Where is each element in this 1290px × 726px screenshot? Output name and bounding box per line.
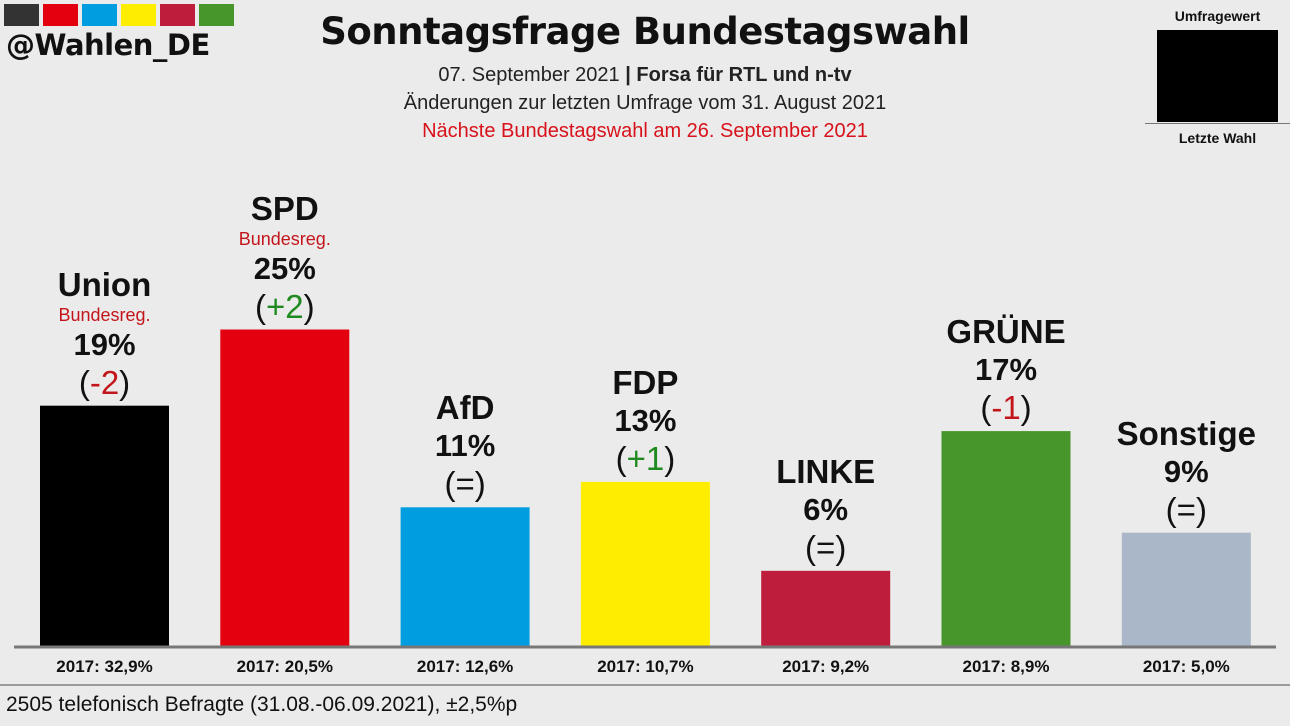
bar-label-group: AfD 11% (=)	[375, 389, 555, 503]
poll-date: 07. September 2021	[438, 64, 620, 86]
color-swatch	[43, 4, 78, 26]
color-swatch	[160, 4, 195, 26]
change-value: =	[816, 528, 836, 566]
party-name: AfD	[435, 389, 495, 427]
value-label: 19%	[73, 326, 136, 362]
change-label: (+1)	[615, 439, 676, 477]
poll-source: Forsa für RTL und n-tv	[636, 64, 852, 86]
bar-grne	[941, 431, 1071, 647]
poll-info-line: 07. September 2021 | Forsa für RTL und n…	[0, 64, 1290, 87]
bar-label-group: Sonstige 9% (=)	[1096, 415, 1276, 529]
previous-result-label: 2017: 10,7%	[597, 657, 694, 676]
change-value: +2	[265, 287, 304, 325]
government-badge: Bundesreg.	[238, 228, 331, 249]
color-swatch	[82, 4, 117, 26]
value-label: 6%	[803, 491, 849, 527]
changes-note: Änderungen zur letzten Umfrage vom 31. A…	[403, 92, 887, 114]
party-name: Sonstige	[1116, 414, 1256, 452]
previous-result-label: 2017: 9,2%	[782, 657, 870, 676]
axis-divider	[0, 684, 1290, 686]
legend-baseline	[1145, 123, 1290, 124]
change-label: (-1)	[980, 389, 1032, 427]
bar-union	[40, 405, 169, 647]
bar-label-group: FDP 13% (+1)	[555, 364, 735, 478]
bar-label-group: SPD Bundesreg. 25% (+2)	[195, 190, 375, 326]
account-handle: @Wahlen_DE	[6, 28, 210, 62]
color-swatch	[199, 4, 234, 26]
party-name: FDP	[612, 363, 679, 401]
change-label: (=)	[1165, 490, 1207, 528]
bar-label-group: GRÜNE 17% (-1)	[916, 313, 1096, 427]
change-value: =	[1176, 490, 1196, 528]
change-value: -1	[991, 389, 1021, 427]
change-value: -2	[89, 363, 120, 401]
bar-fdp	[580, 481, 710, 647]
value-label: 11%	[434, 428, 496, 464]
bar-linke	[761, 570, 891, 647]
change-label: (=)	[444, 465, 486, 503]
previous-result-label: 2017: 8,9%	[962, 657, 1050, 676]
separator: |	[625, 64, 631, 86]
previous-result-label: 2017: 32,9%	[56, 657, 153, 676]
party-name: GRÜNE	[946, 313, 1066, 351]
bar-sonstige	[1121, 532, 1251, 647]
bar-label-group: Union Bundesreg. 19% (-2)	[15, 266, 195, 402]
bar-afd	[400, 507, 530, 647]
color-swatch	[4, 4, 39, 26]
next-election-note: Nächste Bundestagswahl am 26. September …	[422, 120, 868, 142]
color-swatch	[121, 4, 156, 26]
change-value: +1	[626, 439, 665, 477]
legend-poll-label: Umfragewert	[1174, 8, 1261, 24]
value-label: 9%	[1163, 453, 1209, 489]
chart-title: Sonntagsfrage Bundestagswahl	[320, 10, 970, 53]
change-label: (=)	[805, 528, 847, 566]
change-label: (+2)	[254, 287, 315, 325]
previous-result-label: 2017: 5,0%	[1142, 657, 1230, 676]
party-name: SPD	[250, 189, 319, 227]
government-badge: Bundesreg.	[58, 304, 151, 325]
legend-swatch	[1157, 30, 1278, 122]
value-label: 13%	[614, 402, 677, 438]
party-name: LINKE	[776, 452, 876, 490]
bar-spd	[220, 329, 350, 647]
previous-result-label: 2017: 12,6%	[416, 657, 514, 676]
value-label: 25%	[253, 250, 316, 286]
sample-info: 2505 telefonisch Befragte (31.08.-06.09.…	[6, 693, 518, 716]
party-color-strip	[4, 4, 234, 26]
change-value: =	[455, 465, 475, 503]
change-label: (-2)	[78, 363, 131, 401]
party-name: Union	[57, 265, 152, 303]
legend-last-election-label: Letzte Wahl	[1178, 130, 1257, 146]
previous-result-label: 2017: 20,5%	[236, 657, 333, 676]
value-label: 17%	[974, 352, 1038, 388]
bar-label-group: LINKE 6% (=)	[736, 453, 916, 567]
